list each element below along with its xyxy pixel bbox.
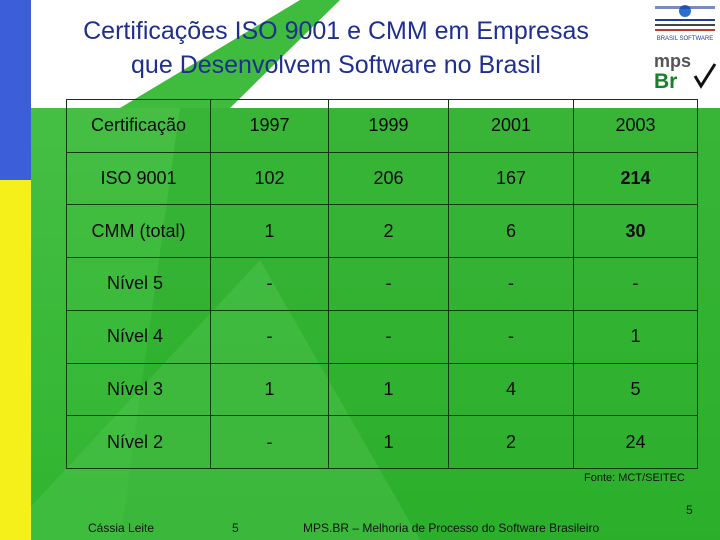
table-cell: 30 [573, 204, 698, 259]
row-label: CMM (total) [66, 204, 211, 259]
header-cell: 2003 [573, 99, 698, 153]
table-row: Nível 5 - - - - [66, 257, 698, 311]
mps-logo-text-bottom: Br [654, 70, 677, 93]
table-cell: 2 [448, 415, 574, 469]
table-cell: 206 [328, 151, 449, 206]
row-label: Nível 2 [66, 415, 211, 469]
table-row: Nível 3 1 1 4 5 [66, 362, 698, 417]
certification-table: Certificação 1997 1999 2001 2003 ISO 900… [66, 99, 698, 469]
table-row: Nível 2 - 1 2 24 [66, 415, 698, 469]
table-cell: 1 [328, 415, 449, 469]
footer-page-number: 5 [232, 521, 239, 535]
left-yellow-bar [0, 180, 31, 540]
header-cell: 1997 [210, 99, 329, 153]
left-blue-bar [0, 0, 31, 180]
table-row: Nível 4 - - - 1 [66, 309, 698, 364]
table-header-row: Certificação 1997 1999 2001 2003 [66, 99, 698, 153]
table-cell: - [328, 257, 449, 311]
table-cell: 1 [328, 362, 449, 417]
table-cell: - [448, 309, 574, 364]
table-cell: - [573, 257, 698, 311]
header-cell: Certificação [66, 99, 211, 153]
title-area-green-wedge [120, 0, 720, 108]
page-number-right: 5 [686, 503, 693, 517]
table-cell: 6 [448, 204, 574, 259]
row-label: Nível 3 [66, 362, 211, 417]
title-line-2: que Desenvolvem Software no Brasil [131, 51, 541, 79]
mps-br-logo: mps Br [651, 48, 719, 94]
table-cell: 214 [573, 151, 698, 206]
table-cell: - [210, 309, 329, 364]
title-line-1: Certificações ISO 9001 e CMM em Empresas [83, 17, 589, 45]
table-cell: 1 [210, 204, 329, 259]
top-logo-text: BRASIL SOFTWARE [657, 36, 714, 42]
header-cell: 2001 [448, 99, 574, 153]
check-icon [693, 63, 717, 89]
row-label: Nível 4 [66, 309, 211, 364]
source-note: Fonte: MCT/SEITEC [584, 472, 685, 484]
footer-author: Cássia Leite [88, 521, 155, 535]
mps-logo-text-top: mps [654, 51, 691, 71]
table-cell: 4 [448, 362, 574, 417]
table-cell: - [328, 309, 449, 364]
footer-text: MPS.BR – Melhoria de Processo do Softwar… [303, 521, 600, 535]
table-cell: 102 [210, 151, 329, 206]
table-cell: 5 [573, 362, 698, 417]
brasil-software-logo: BRASIL SOFTWARE [651, 2, 719, 46]
table-cell: - [210, 415, 329, 469]
table-cell: - [448, 257, 574, 311]
table-row: CMM (total) 1 2 6 30 [66, 204, 698, 259]
table-cell: 2 [328, 204, 449, 259]
table-row: ISO 9001 102 206 167 214 [66, 151, 698, 206]
table-cell: 24 [573, 415, 698, 469]
table-cell: 167 [448, 151, 574, 206]
table-cell: - [210, 257, 329, 311]
table-cell: 1 [573, 309, 698, 364]
table-cell: 1 [210, 362, 329, 417]
slide-title: Certificações ISO 9001 e CMM em Empresas… [36, 14, 636, 82]
row-label: ISO 9001 [66, 151, 211, 206]
row-label: Nível 5 [66, 257, 211, 311]
header-cell: 1999 [328, 99, 449, 153]
